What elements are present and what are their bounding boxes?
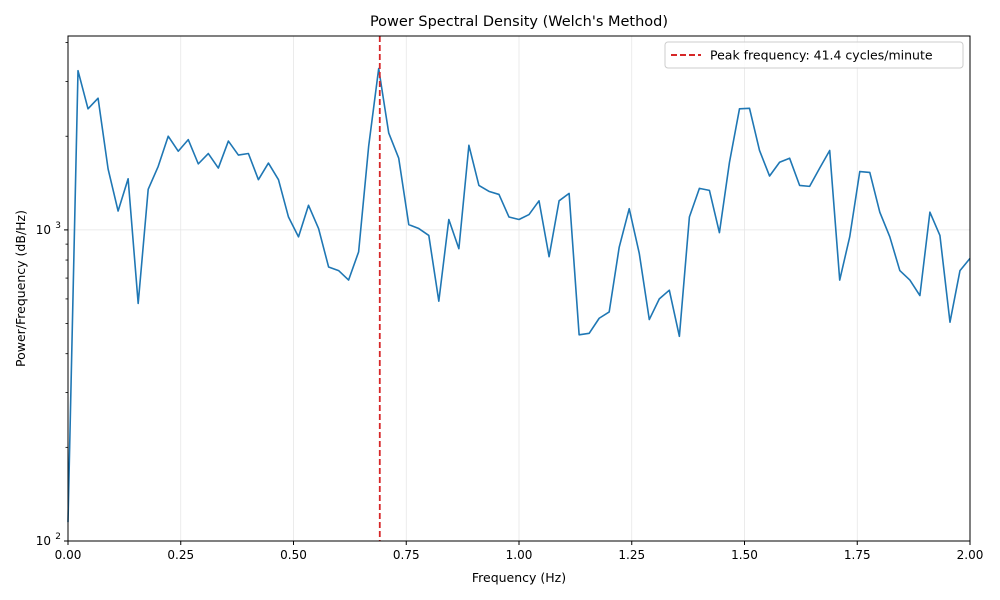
x-tick-label: 0.25 xyxy=(167,548,194,562)
x-tick-label: 0.50 xyxy=(280,548,307,562)
y-tick-exponent: 2 xyxy=(55,532,61,542)
x-axis-label: Frequency (Hz) xyxy=(472,570,566,585)
x-tick-label: 1.75 xyxy=(844,548,871,562)
legend: Peak frequency: 41.4 cycles/minute xyxy=(664,41,964,69)
x-tick-label: 1.00 xyxy=(506,548,533,562)
y-axis-label: Power/Frequency (dB/Hz) xyxy=(13,210,28,367)
x-tick-label: 0.00 xyxy=(55,548,82,562)
x-tick-label: 0.75 xyxy=(393,548,420,562)
psd-line xyxy=(67,67,971,523)
y-axis-ticks: 10 2 10 3 xyxy=(36,42,68,548)
y-tick-label: 10 xyxy=(36,223,51,237)
x-tick-label: 2.00 xyxy=(957,548,984,562)
y-tick-exponent: 3 xyxy=(55,221,61,231)
y-tick-label: 10 xyxy=(36,534,51,548)
plot-area xyxy=(67,36,971,541)
x-tick-label: 1.50 xyxy=(731,548,758,562)
chart-title: Power Spectral Density (Welch's Method) xyxy=(370,14,668,30)
legend-peak-label: Peak frequency: 41.4 cycles/minute xyxy=(710,48,933,63)
legend-box xyxy=(664,41,964,69)
x-tick-label: 1.25 xyxy=(618,548,645,562)
x-axis-ticks: 0.00 0.25 0.50 0.75 1.00 1.25 1.50 1.75 2.00 xyxy=(55,541,984,562)
